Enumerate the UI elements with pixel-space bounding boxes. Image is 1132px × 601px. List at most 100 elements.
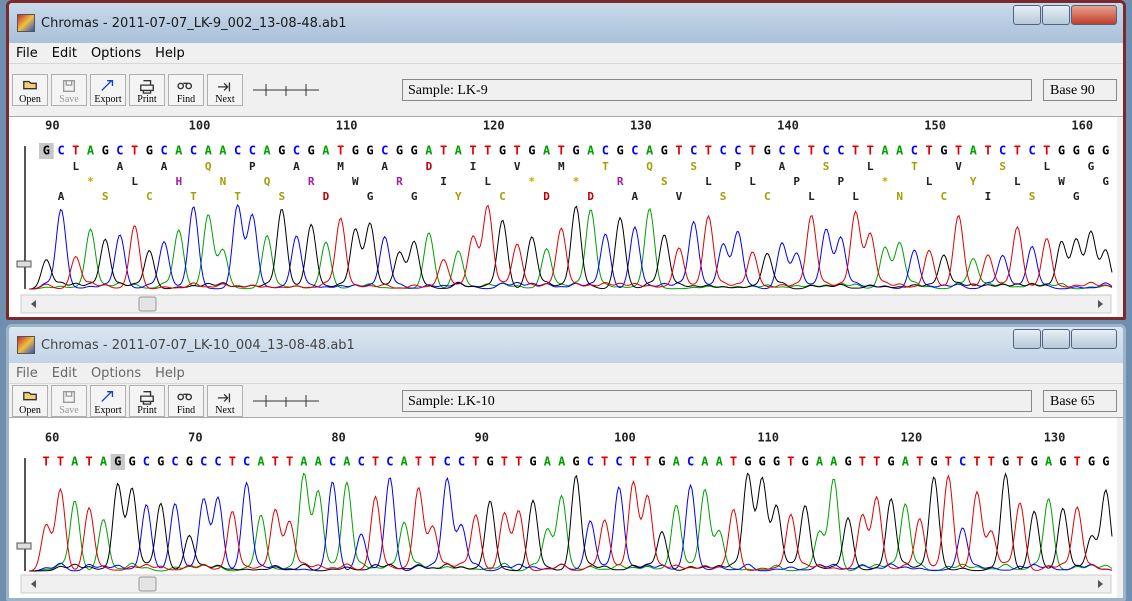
icon-glyph bbox=[102, 391, 113, 401]
horizontal-scrollbar[interactable] bbox=[21, 295, 1111, 313]
zoom-slider[interactable] bbox=[251, 391, 321, 411]
base-call: A bbox=[701, 455, 709, 469]
menu-item[interactable]: File bbox=[9, 46, 45, 61]
amino-acid: L bbox=[749, 175, 756, 188]
base-call: A bbox=[902, 455, 910, 469]
toolbar-button[interactable]: Next bbox=[207, 74, 243, 106]
base-call: A bbox=[587, 144, 595, 158]
base-call: C bbox=[778, 144, 785, 158]
minimize-button[interactable] bbox=[1013, 5, 1041, 25]
menu-item[interactable]: File bbox=[9, 366, 45, 381]
toolbar-button[interactable]: Find bbox=[168, 385, 204, 417]
base-call: A bbox=[970, 144, 978, 158]
base-call: G bbox=[499, 144, 506, 158]
base-call: G bbox=[278, 144, 285, 158]
base-call: T bbox=[1014, 144, 1021, 158]
amino-acid: * bbox=[529, 175, 536, 188]
amino-acid: R bbox=[308, 175, 315, 188]
amino-acid: V bbox=[514, 160, 521, 173]
base-call: G bbox=[1087, 144, 1094, 158]
base-call: G bbox=[773, 455, 780, 469]
amino-acid: P bbox=[838, 175, 845, 188]
maximize-button[interactable] bbox=[1042, 329, 1070, 349]
base-call: T bbox=[501, 455, 508, 469]
toolbar-button[interactable]: Save bbox=[51, 385, 87, 417]
amino-acid: A bbox=[381, 160, 388, 173]
base-call: G bbox=[529, 455, 536, 469]
scrollbar-thumb[interactable] bbox=[139, 577, 156, 591]
menu-item[interactable]: Edit bbox=[45, 46, 84, 61]
button-icon bbox=[215, 389, 235, 405]
amino-acid: N bbox=[220, 175, 227, 188]
base-call: T bbox=[57, 455, 64, 469]
ruler-label: 110 bbox=[336, 119, 358, 133]
base-call: T bbox=[286, 455, 293, 469]
base-call: C bbox=[381, 144, 388, 158]
slider-track bbox=[253, 84, 319, 96]
base-call: T bbox=[1016, 455, 1023, 469]
maximize-button[interactable] bbox=[1042, 5, 1070, 25]
button-icon bbox=[59, 389, 79, 405]
base-call: C bbox=[602, 144, 609, 158]
close-button[interactable] bbox=[1071, 329, 1117, 349]
base-call: A bbox=[100, 455, 108, 469]
base-call: A bbox=[300, 455, 308, 469]
base-call: T bbox=[705, 144, 712, 158]
icon-glyph bbox=[218, 82, 230, 91]
toolbar-button[interactable]: Export bbox=[90, 385, 126, 417]
toolbar-button[interactable]: Export bbox=[90, 74, 126, 106]
base-call: G bbox=[352, 144, 359, 158]
base-call: T bbox=[484, 144, 491, 158]
base-call: C bbox=[458, 455, 465, 469]
toolbar-button[interactable]: Open bbox=[12, 385, 48, 417]
base-call: T bbox=[1043, 144, 1050, 158]
horizontal-scrollbar[interactable] bbox=[21, 575, 1111, 593]
toolbar-button[interactable]: Print bbox=[129, 74, 165, 106]
close-button[interactable] bbox=[1071, 5, 1117, 25]
desktop: {"windows":[ {"title":"Chromas - 2011-07… bbox=[0, 0, 1132, 599]
base-call: G bbox=[658, 455, 665, 469]
base-call: G bbox=[43, 144, 50, 158]
amino-acid: I bbox=[470, 160, 477, 173]
base-call: A bbox=[425, 144, 433, 158]
toolbar-button[interactable]: Save bbox=[51, 74, 87, 106]
base-call: G bbox=[308, 144, 315, 158]
menu-item[interactable]: Help bbox=[148, 46, 192, 61]
amino-acid: T bbox=[602, 160, 609, 173]
base-call: C bbox=[143, 455, 150, 469]
vertical-slider-thumb[interactable] bbox=[17, 543, 31, 549]
base-call: C bbox=[358, 455, 365, 469]
amino-acid: S bbox=[661, 175, 668, 188]
base-call: T bbox=[867, 144, 874, 158]
button-label: Find bbox=[177, 94, 195, 105]
toolbar-button[interactable]: Print bbox=[129, 385, 165, 417]
icon-glyph bbox=[141, 81, 153, 93]
menu-item[interactable]: Options bbox=[84, 46, 148, 61]
amino-acid: A bbox=[293, 160, 300, 173]
base-call: G bbox=[411, 144, 418, 158]
zoom-slider[interactable] bbox=[251, 80, 321, 100]
scrollbar-thumb[interactable] bbox=[139, 297, 156, 311]
menu-item[interactable]: Options bbox=[84, 366, 148, 381]
amino-acid: M bbox=[558, 160, 565, 173]
toolbar-button[interactable]: Next bbox=[207, 385, 243, 417]
minimize-button[interactable] bbox=[1013, 329, 1041, 349]
button-label: Save bbox=[59, 405, 78, 416]
amino-acid: Q bbox=[264, 175, 271, 188]
toolbar-button[interactable]: Open bbox=[12, 74, 48, 106]
menu-item[interactable]: Edit bbox=[45, 366, 84, 381]
app-icon bbox=[17, 14, 35, 32]
ruler-label: 150 bbox=[924, 119, 946, 133]
base-call: T bbox=[945, 455, 952, 469]
toolbar-button[interactable]: Find bbox=[168, 74, 204, 106]
icon-glyph bbox=[24, 82, 36, 89]
base-box: Base 65 bbox=[1043, 390, 1117, 412]
button-label: Find bbox=[177, 405, 195, 416]
base-call: A bbox=[315, 455, 323, 469]
menu-item[interactable]: Help bbox=[148, 366, 192, 381]
icon-glyph bbox=[102, 81, 113, 91]
button-icon bbox=[98, 389, 118, 405]
ruler-label: 160 bbox=[1071, 119, 1093, 133]
amino-acid: P bbox=[249, 160, 256, 173]
vertical-slider-thumb[interactable] bbox=[17, 261, 31, 267]
